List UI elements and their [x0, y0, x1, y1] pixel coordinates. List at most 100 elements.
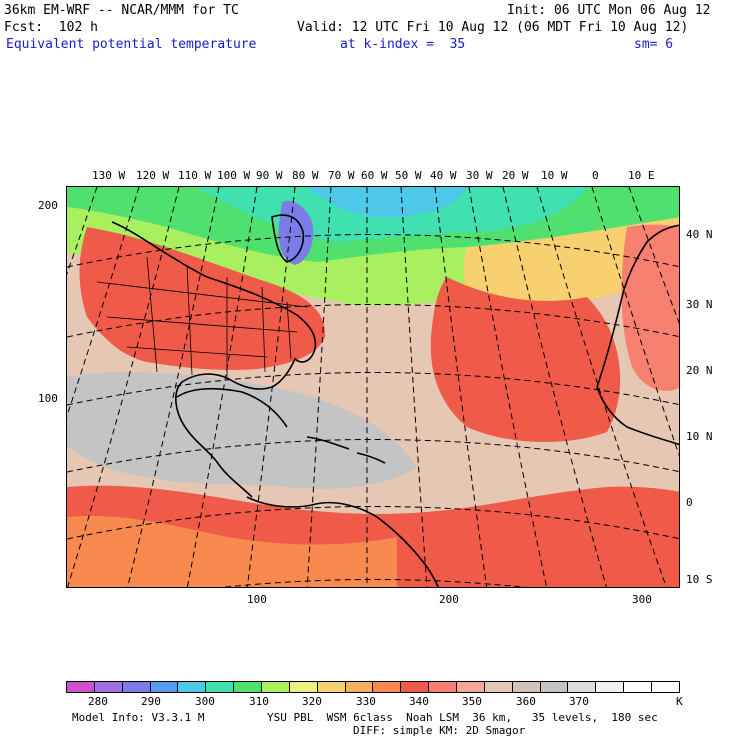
longitude-label: 10 E	[628, 169, 655, 182]
color-bar-segment	[345, 682, 374, 692]
latitude-label: 20 N	[686, 364, 713, 377]
grid-tick-left-100: 100	[38, 392, 58, 405]
longitude-label: 40 W	[430, 169, 457, 182]
longitude-label: 90 W	[256, 169, 283, 182]
color-bar-segment	[150, 682, 179, 692]
meridian-line	[628, 187, 679, 324]
africa-europe-coast	[596, 224, 679, 446]
color-bar-segment	[624, 682, 653, 692]
map-canvas	[67, 187, 679, 587]
color-bar-segment	[122, 682, 151, 692]
color-bar-label: 330	[356, 695, 376, 708]
parallel-line	[67, 439, 679, 473]
graticule	[67, 187, 679, 587]
meridian-line	[400, 187, 428, 587]
longitude-label: 50 W	[395, 169, 422, 182]
color-bar	[66, 681, 680, 693]
latitude-label: 30 N	[686, 298, 713, 311]
color-bar-segment	[289, 682, 318, 692]
grid-tick-bottom-300: 300	[632, 593, 652, 606]
gulf-caribbean-field	[67, 372, 417, 489]
color-bar-segment	[568, 682, 597, 692]
meridian-line	[67, 187, 98, 275]
color-bar-label: 360	[516, 695, 536, 708]
color-bar-segment	[94, 682, 123, 692]
longitude-label: 110 W	[178, 169, 212, 182]
meridian-line	[502, 187, 607, 587]
grid-tick-bottom-200: 200	[439, 593, 459, 606]
gulf-coast	[176, 387, 288, 428]
meridian-line	[67, 187, 140, 418]
state-borders	[96, 256, 308, 379]
longitude-label: 100 W	[217, 169, 251, 182]
physics-info: YSU PBL WSM 6class Noah LSM 36 km, 35 le…	[267, 711, 658, 724]
parallel-line	[67, 234, 679, 268]
longitude-label: 80 W	[292, 169, 319, 182]
meridian-line	[468, 187, 548, 587]
south-america-coast	[246, 496, 440, 587]
color-bar-label: 280	[88, 695, 108, 708]
color-bar-unit: K	[676, 695, 683, 708]
color-bar-segment	[178, 682, 207, 692]
warm-atlantic-tongue	[430, 277, 621, 443]
grid-tick-left-200: 200	[38, 199, 58, 212]
color-bar-segment	[373, 682, 402, 692]
diffusion-info: DIFF: simple KM: 2D Smagor	[353, 724, 526, 737]
longitude-label: 60 W	[361, 169, 388, 182]
color-bar-segment	[484, 682, 513, 692]
color-bar-segment	[234, 682, 263, 692]
meridian-line	[126, 187, 220, 587]
latitude-label: 0	[686, 496, 693, 509]
color-bar-segment	[596, 682, 625, 692]
color-bar-label: 370	[569, 695, 589, 708]
color-bar-label: 300	[195, 695, 215, 708]
parallel-line	[67, 506, 679, 540]
latitude-label: 40 N	[686, 228, 713, 241]
color-bar-segment	[540, 682, 569, 692]
meridian-line	[434, 187, 488, 587]
longitude-label: 10 W	[541, 169, 568, 182]
color-bar-segment	[317, 682, 346, 692]
color-bar-segment	[262, 682, 290, 692]
color-bar-segment	[512, 682, 541, 692]
longitude-label: 20 W	[502, 169, 529, 182]
forecast-hour: Fcst: 102 h	[4, 20, 98, 35]
north-america-coast	[111, 221, 317, 498]
init-time: Init: 06 UTC Mon 06 Aug 12	[507, 3, 711, 18]
coastlines	[111, 214, 679, 587]
parallel-line	[67, 372, 679, 406]
color-bar-segment	[67, 682, 95, 692]
longitude-label: 120 W	[136, 169, 170, 182]
meridian-line	[246, 187, 296, 587]
meridian-line	[186, 187, 258, 587]
color-bar-segment	[652, 682, 679, 692]
latitude-label: 10 S	[686, 573, 713, 586]
latitude-label: 10 N	[686, 430, 713, 443]
model-title: 36km EM-WRF -- NCAR/MMM for TC	[4, 3, 239, 18]
longitude-label: 130 W	[92, 169, 126, 182]
valid-time: Valid: 12 UTC Fri 10 Aug 12 (06 MDT Fri …	[297, 20, 689, 35]
color-bar-segment	[401, 682, 430, 692]
meridian-line	[306, 187, 332, 587]
grid-tick-bottom-100: 100	[247, 593, 267, 606]
color-bar-segment	[206, 682, 235, 692]
color-bar-segment	[429, 682, 458, 692]
level-info: at k-index = 35	[340, 37, 466, 52]
longitude-label: 0	[592, 169, 599, 182]
parallel-line	[67, 304, 679, 338]
color-bar-label: 350	[462, 695, 482, 708]
color-bar-label: 310	[249, 695, 269, 708]
model-info: Model Info: V3.3.1 M	[72, 711, 205, 724]
meridian-line	[67, 187, 180, 587]
longitude-label: 30 W	[466, 169, 493, 182]
meridian-line	[591, 187, 679, 457]
longitude-label: 70 W	[328, 169, 355, 182]
south-america-warm	[67, 516, 397, 587]
color-bar-label: 320	[302, 695, 322, 708]
field-name: Equivalent potential temperature	[6, 37, 257, 52]
hudson-bay-coast	[271, 214, 305, 263]
color-bar-segment	[457, 682, 485, 692]
field-band-300	[307, 187, 467, 218]
political-borders	[96, 256, 308, 379]
east-atlantic-warm	[621, 224, 679, 391]
